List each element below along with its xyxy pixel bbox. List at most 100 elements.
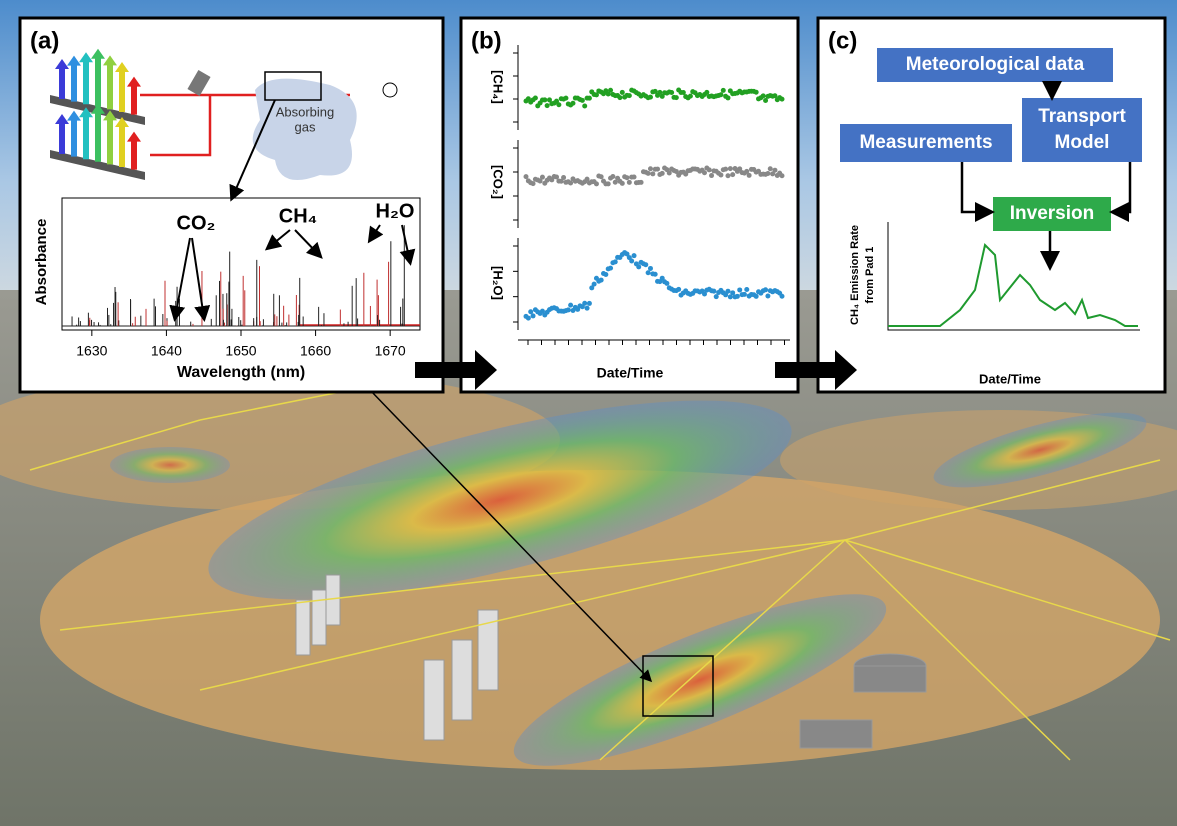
point <box>754 90 759 95</box>
y-axis-label: [CO₂] <box>491 165 506 199</box>
x-axis-label: Wavelength (nm) <box>177 364 305 381</box>
point <box>608 266 613 271</box>
plume <box>110 447 230 483</box>
point <box>646 270 651 275</box>
y-axis-label: CH₄ Emission Rate <box>849 225 861 325</box>
point <box>669 90 674 95</box>
point <box>624 175 629 180</box>
panel-label: (c) <box>828 27 857 54</box>
annotation: CO₂ <box>177 212 216 234</box>
x-axis-label: Date/Time <box>979 371 1041 386</box>
point <box>721 88 726 93</box>
annotation: H₂O <box>376 200 415 222</box>
point <box>754 294 759 299</box>
point <box>730 172 735 177</box>
point <box>620 181 625 186</box>
point <box>780 97 785 102</box>
point <box>599 174 604 179</box>
tick-label: 1650 <box>225 343 256 359</box>
point <box>742 292 747 297</box>
point <box>643 262 648 267</box>
point <box>587 96 592 101</box>
point <box>556 102 561 107</box>
point <box>531 313 536 318</box>
point <box>723 167 728 172</box>
point <box>603 272 608 277</box>
point <box>528 309 533 314</box>
point <box>566 307 571 312</box>
point <box>563 96 568 101</box>
point <box>707 167 712 172</box>
point <box>570 101 575 106</box>
tick-label: 1630 <box>76 343 107 359</box>
point <box>725 289 730 294</box>
point <box>582 301 587 306</box>
point <box>617 95 622 100</box>
point <box>568 303 573 308</box>
point <box>629 259 634 264</box>
point <box>711 289 716 294</box>
y-axis-label: [H₂O] <box>491 266 506 300</box>
point <box>718 92 723 97</box>
tick-label: 1640 <box>151 343 182 359</box>
point <box>747 173 752 178</box>
panel-label: (b) <box>471 27 502 54</box>
annotation: CH₄ <box>279 205 317 227</box>
point <box>648 95 653 100</box>
point <box>608 88 613 93</box>
point <box>772 168 777 173</box>
point <box>676 287 681 292</box>
point <box>768 166 773 171</box>
panel-label: (a) <box>30 27 59 54</box>
point <box>780 294 785 299</box>
point <box>580 98 585 103</box>
point <box>542 97 547 102</box>
point <box>763 287 768 292</box>
box-label: Meteorological data <box>906 54 1085 75</box>
point <box>648 166 653 171</box>
y-axis-label: from Pad 1 <box>864 247 876 304</box>
point <box>718 172 723 177</box>
point <box>735 294 740 299</box>
gas-label: Absorbing <box>276 104 335 119</box>
point <box>599 278 604 283</box>
tick-label: 1670 <box>375 343 406 359</box>
point <box>627 180 632 185</box>
point <box>650 171 655 176</box>
point <box>765 171 770 176</box>
point <box>636 264 641 269</box>
point <box>627 93 632 98</box>
tank <box>296 600 310 655</box>
point <box>540 175 545 180</box>
panel-b <box>461 18 798 392</box>
point <box>664 281 669 286</box>
point <box>653 272 658 277</box>
point <box>613 259 618 264</box>
point <box>648 266 653 271</box>
point <box>533 96 538 101</box>
gas-label: gas <box>295 119 316 134</box>
point <box>545 103 550 108</box>
x-axis-label: Date/Time <box>597 365 664 381</box>
point <box>688 94 693 99</box>
point <box>585 306 590 311</box>
point <box>610 174 615 179</box>
tank <box>424 660 444 740</box>
point <box>592 282 597 287</box>
tick-label: 1660 <box>300 343 331 359</box>
box-label: Transport <box>1038 106 1126 127</box>
point <box>632 174 637 179</box>
figure: (a) Absorbing gas 16301640165016601670 A… <box>0 0 1177 826</box>
point <box>660 171 665 176</box>
point <box>702 170 707 175</box>
tank <box>800 720 872 748</box>
point <box>737 287 742 292</box>
point <box>606 181 611 186</box>
point <box>765 293 770 298</box>
tank <box>452 640 472 720</box>
point <box>725 173 730 178</box>
point <box>594 181 599 186</box>
point <box>744 287 749 292</box>
point <box>780 173 785 178</box>
tank <box>854 666 926 692</box>
